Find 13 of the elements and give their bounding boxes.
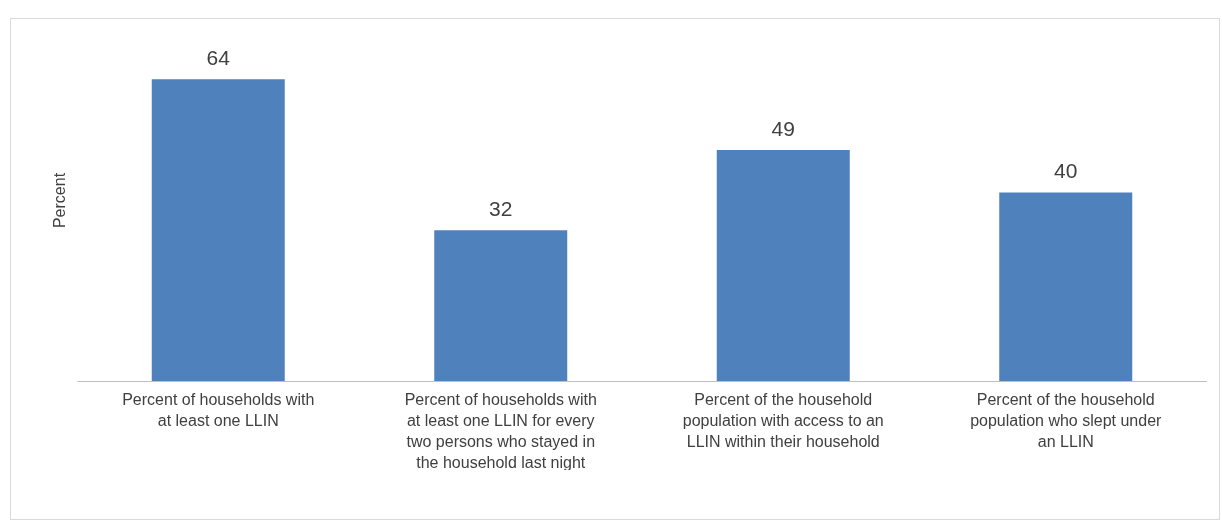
data-label: 32 (489, 197, 513, 221)
bar (716, 150, 850, 381)
data-label: 64 (206, 46, 231, 70)
x-tick-label: Percent of the household population with access to an LLIN within their household (682, 390, 884, 450)
bar (151, 79, 285, 381)
x-tick-label: Percent of households with at least one LLIN (122, 390, 315, 429)
bar (999, 192, 1133, 381)
y-axis-title: Percent (50, 172, 68, 229)
x-tick-label: Percent of the household population who slept under an LLIN (970, 390, 1163, 450)
bar (434, 230, 568, 381)
data-label: 40 (1054, 159, 1078, 183)
data-label: 49 (771, 117, 795, 141)
x-tick-label: Percent of households with at least one LLIN for every two persons who stayed in the household last night (404, 390, 597, 471)
